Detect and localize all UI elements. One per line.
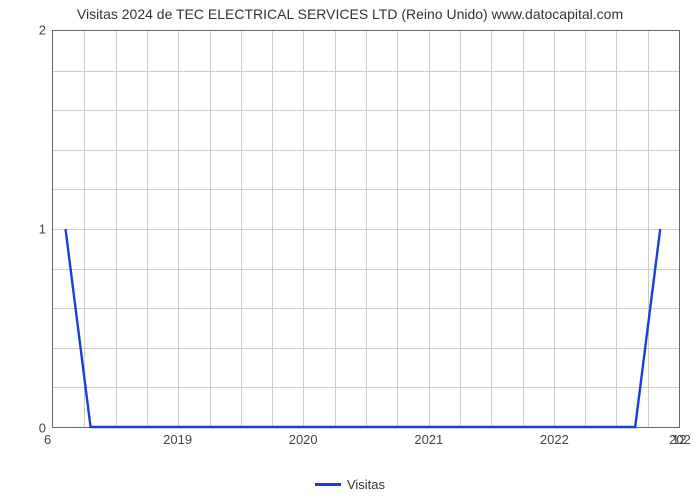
corner-label-bl: 6: [44, 432, 51, 447]
legend-label: Visitas: [347, 477, 385, 492]
legend-swatch: [315, 483, 341, 486]
plot-area: [52, 30, 680, 428]
y-tick-label: 1: [26, 222, 46, 237]
y-tick-label: 0: [26, 421, 46, 436]
data-line: [53, 31, 679, 427]
y-tick-label: 2: [26, 23, 46, 38]
legend: Visitas: [0, 477, 700, 492]
chart-container: Visitas 2024 de TEC ELECTRICAL SERVICES …: [0, 0, 700, 500]
x-tick-label: 202: [669, 432, 691, 447]
chart-title: Visitas 2024 de TEC ELECTRICAL SERVICES …: [0, 6, 700, 22]
x-tick-label: 2022: [540, 432, 569, 447]
x-tick-label: 2020: [289, 432, 318, 447]
x-tick-label: 2021: [414, 432, 443, 447]
x-tick-label: 2019: [163, 432, 192, 447]
